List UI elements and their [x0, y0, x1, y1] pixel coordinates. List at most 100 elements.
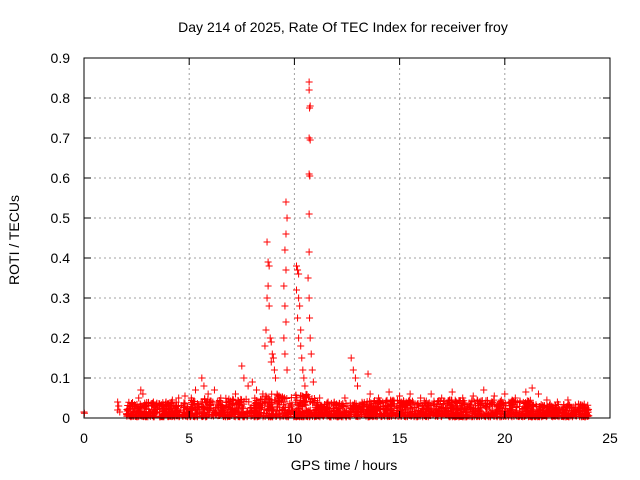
- data-point: [318, 408, 326, 416]
- data-point: [574, 400, 582, 408]
- data-point: [434, 398, 442, 406]
- data-point: [282, 266, 290, 274]
- data-point: [295, 270, 303, 278]
- data-point: [246, 409, 254, 417]
- grid-lines: [84, 58, 610, 418]
- data-point: [564, 410, 572, 418]
- data-point: [452, 413, 460, 421]
- data-point: [301, 397, 309, 405]
- data-point: [173, 402, 181, 410]
- data-point: [336, 399, 344, 407]
- data-point: [417, 394, 425, 402]
- data-point: [293, 286, 301, 294]
- data-point: [337, 401, 345, 409]
- data-point: [238, 396, 246, 404]
- data-point: [169, 412, 177, 420]
- data-point: [502, 405, 510, 413]
- data-point: [372, 404, 380, 412]
- data-point: [521, 399, 529, 407]
- data-point: [411, 411, 419, 419]
- x-tick-label: 5: [185, 430, 193, 446]
- data-point: [139, 390, 147, 398]
- data-point: [283, 214, 291, 222]
- data-point: [316, 394, 324, 402]
- x-tick-label: 15: [392, 430, 408, 446]
- data-point: [265, 302, 273, 310]
- data-point: [567, 404, 575, 412]
- data-point: [280, 334, 288, 342]
- data-point: [282, 198, 290, 206]
- data-point: [469, 392, 477, 400]
- data-point: [264, 407, 272, 415]
- data-point: [299, 413, 307, 421]
- data-point: [452, 397, 460, 405]
- data-point: [521, 404, 529, 412]
- data-point: [277, 407, 285, 415]
- data-point: [533, 409, 541, 417]
- data-point: [284, 403, 292, 411]
- data-point: [207, 402, 215, 410]
- data-point: [270, 366, 278, 374]
- data-point: [511, 394, 519, 402]
- data-point: [495, 400, 503, 408]
- data-point: [553, 398, 561, 406]
- data-point: [221, 408, 229, 416]
- data-point: [261, 406, 269, 414]
- data-point: [116, 408, 124, 416]
- data-point: [233, 401, 241, 409]
- data-point: [501, 390, 509, 398]
- data-point: [499, 399, 507, 407]
- data-point: [420, 399, 428, 407]
- data-point: [268, 350, 276, 358]
- data-point: [584, 406, 592, 414]
- data-point: [387, 410, 395, 418]
- data-point: [388, 409, 396, 417]
- data-point: [225, 412, 233, 420]
- data-point: [266, 334, 274, 342]
- data-point: [202, 413, 210, 421]
- data-point: [244, 382, 252, 390]
- data-point: [363, 398, 371, 406]
- data-point: [265, 405, 273, 413]
- data-point: [354, 382, 362, 390]
- data-point: [339, 401, 347, 409]
- data-point: [304, 274, 312, 282]
- data-point: [278, 393, 286, 401]
- data-point: [299, 366, 307, 374]
- data-point: [264, 282, 272, 290]
- y-tick-label: 0.6: [51, 170, 71, 186]
- data-point: [402, 405, 410, 413]
- y-tick-label: 0.1: [51, 370, 71, 386]
- data-point: [281, 398, 289, 406]
- data-point: [215, 408, 223, 416]
- data-point: [309, 378, 317, 386]
- data-point: [385, 388, 393, 396]
- data-point: [195, 403, 203, 411]
- data-point: [293, 394, 301, 402]
- data-point: [488, 401, 496, 409]
- data-point: [509, 407, 517, 415]
- data-point: [238, 362, 246, 370]
- data-point: [480, 386, 488, 394]
- data-point: [534, 390, 542, 398]
- data-point: [295, 294, 303, 302]
- axis-ticks: 0 0.1 0.2 0.3 0.4 0.5 0.6 0.7 0.8 0.9 0 5 10 15 20 25: [51, 50, 618, 446]
- data-point: [306, 104, 314, 112]
- y-axis-label: ROTI / TECUs: [6, 195, 22, 285]
- data-point: [354, 404, 362, 412]
- data-point: [187, 404, 195, 412]
- data-point: [533, 402, 541, 410]
- y-tick-label: 0.8: [51, 90, 71, 106]
- data-point: [262, 326, 270, 334]
- data-point: [202, 411, 210, 419]
- data-point: [526, 407, 534, 415]
- data-point: [306, 334, 314, 342]
- data-point: [471, 411, 479, 419]
- data-point: [297, 342, 305, 350]
- data-point: [324, 398, 332, 406]
- data-point: [349, 405, 357, 413]
- data-point: [540, 411, 548, 419]
- data-point: [448, 388, 456, 396]
- data-point: [239, 403, 247, 411]
- data-point: [377, 413, 385, 421]
